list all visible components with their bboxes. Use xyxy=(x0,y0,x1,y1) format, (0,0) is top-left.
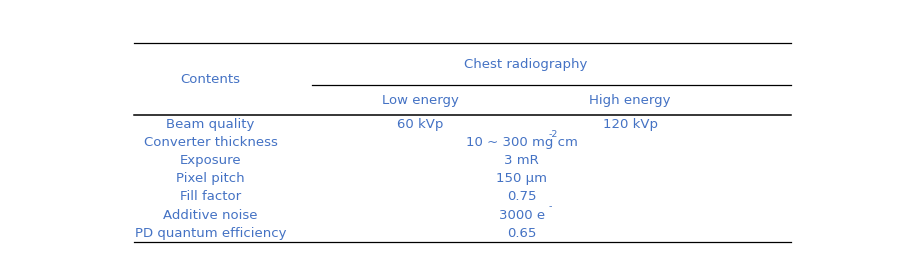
Text: Low energy: Low energy xyxy=(382,94,459,107)
Text: 0.75: 0.75 xyxy=(507,191,537,203)
Text: -: - xyxy=(548,202,552,211)
Text: Fill factor: Fill factor xyxy=(180,191,241,203)
Text: High energy: High energy xyxy=(589,94,671,107)
Text: Chest radiography: Chest radiography xyxy=(464,58,587,71)
Text: 0.65: 0.65 xyxy=(507,227,537,240)
Text: Contents: Contents xyxy=(180,73,241,86)
Text: Pixel pitch: Pixel pitch xyxy=(176,172,245,185)
Text: PD quantum efficiency: PD quantum efficiency xyxy=(135,227,286,240)
Text: 120 kVp: 120 kVp xyxy=(603,118,658,131)
Text: -2: -2 xyxy=(548,130,557,139)
Text: 150 μm: 150 μm xyxy=(496,172,548,185)
Text: 3 mR: 3 mR xyxy=(504,154,539,167)
Text: Beam quality: Beam quality xyxy=(167,118,254,131)
Text: Converter thickness: Converter thickness xyxy=(143,136,278,149)
Text: Exposure: Exposure xyxy=(179,154,242,167)
Text: 10 ~ 300 mg cm: 10 ~ 300 mg cm xyxy=(465,136,577,149)
Text: Additive noise: Additive noise xyxy=(163,209,258,222)
Text: 60 kVp: 60 kVp xyxy=(397,118,444,131)
Text: 3000 e: 3000 e xyxy=(499,209,545,222)
